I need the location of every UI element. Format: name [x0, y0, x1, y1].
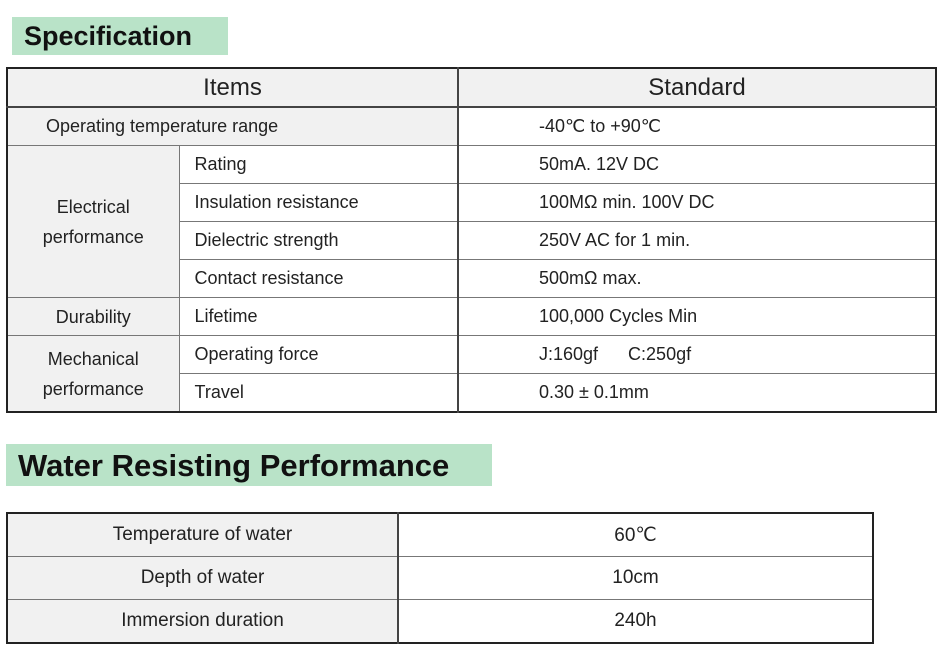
- item-label: Dielectric strength: [178, 221, 459, 260]
- item-label: Travel: [178, 373, 459, 413]
- table-row: Travel 0.30 ± 0.1mm: [7, 373, 937, 413]
- item-label: Operating force: [178, 335, 459, 374]
- water-item-value: 60℃: [397, 512, 874, 557]
- items-column-header: Items: [6, 67, 459, 108]
- standard-value: J:160gf C:250gf: [457, 335, 937, 374]
- standard-column-header: Standard: [457, 67, 937, 108]
- water-resisting-heading-text: Water Resisting Performance: [18, 447, 450, 483]
- standard-value: -40℃ to +90℃: [457, 106, 937, 146]
- table-row: Depth of water 10cm: [6, 556, 874, 600]
- item-label: Operating temperature range: [6, 106, 459, 146]
- category-label: Electrical: [56, 196, 130, 217]
- item-label: Insulation resistance: [178, 183, 459, 222]
- item-label: Rating: [178, 145, 459, 184]
- specification-heading-text: Specification: [24, 20, 193, 51]
- table-row: Electrical performance Rating 50mA. 12V …: [6, 145, 937, 298]
- category-label: performance: [42, 226, 144, 247]
- specification-heading: Specification: [12, 17, 228, 55]
- table-row: Temperature of water 60℃: [6, 512, 874, 557]
- standard-value: 50mA. 12V DC: [457, 145, 937, 184]
- water-item-label: Depth of water: [6, 556, 399, 600]
- standard-value: 100MΩ min. 100V DC: [457, 183, 937, 222]
- category-label: performance: [42, 378, 144, 399]
- specification-table: Items Standard Operating temperature ran…: [6, 67, 937, 413]
- water-item-label: Temperature of water: [6, 512, 399, 557]
- table-row: Dielectric strength 250V AC for 1 min.: [7, 221, 937, 260]
- water-resisting-heading: Water Resisting Performance: [6, 444, 492, 486]
- standard-value: 500mΩ max.: [457, 259, 937, 298]
- table-row: Mechanical performance Operating force J…: [6, 335, 937, 413]
- item-label: Lifetime: [178, 297, 459, 336]
- standard-value: 250V AC for 1 min.: [457, 221, 937, 260]
- category-durability: Durability: [6, 297, 180, 336]
- category-mechanical: Mechanical performance: [6, 335, 180, 413]
- table-row: Durability Lifetime 100,000 Cycles Min: [6, 297, 937, 336]
- category-label: Mechanical: [47, 348, 139, 369]
- water-item-value: 10cm: [397, 556, 874, 600]
- item-label: Contact resistance: [178, 259, 459, 298]
- standard-value: 100,000 Cycles Min: [457, 297, 937, 336]
- table-row: Immersion duration 240h: [6, 599, 874, 644]
- water-item-value: 240h: [397, 599, 874, 644]
- table-row: Contact resistance 500mΩ max.: [7, 259, 937, 298]
- spec-header-row: Items Standard: [6, 67, 937, 108]
- table-row: Insulation resistance 100MΩ min. 100V DC: [7, 183, 937, 222]
- water-resisting-table: Temperature of water 60℃ Depth of water …: [6, 512, 874, 644]
- category-electrical: Electrical performance: [6, 145, 180, 298]
- table-row: Operating temperature range -40℃ to +90℃: [6, 106, 937, 146]
- water-item-label: Immersion duration: [6, 599, 399, 644]
- standard-value: 0.30 ± 0.1mm: [457, 373, 937, 413]
